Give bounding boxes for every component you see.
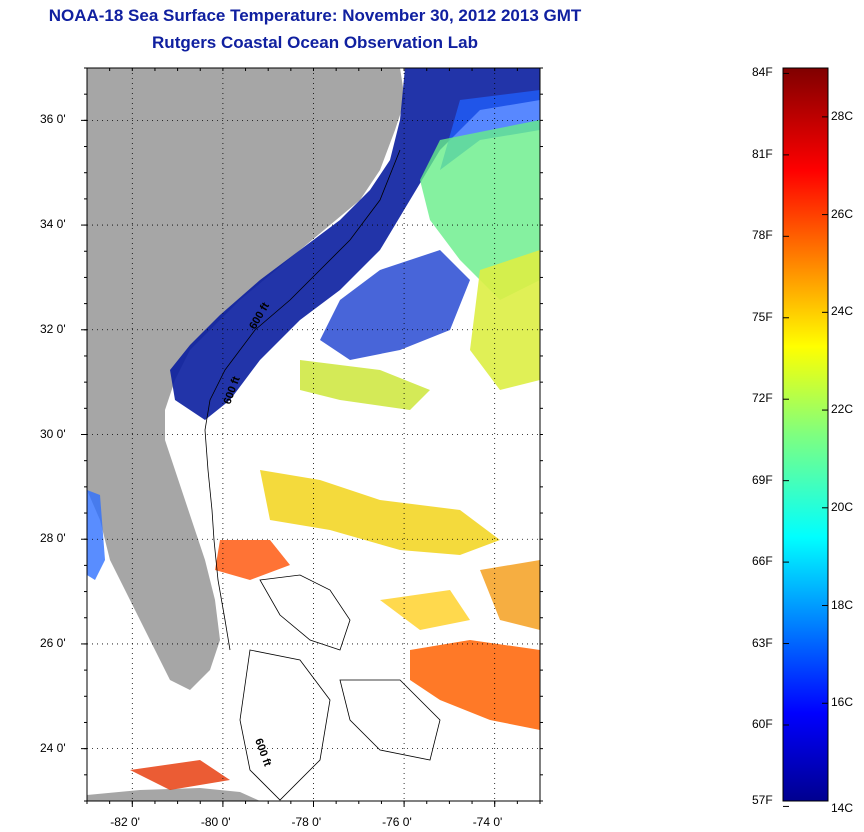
isobath-contour <box>259 574 351 651</box>
sst-warm-band <box>410 640 540 730</box>
lat-tick-label: 24 0' <box>40 740 66 755</box>
lon-tick-label: -82 0' <box>110 815 140 829</box>
sst-cold-band <box>170 68 540 420</box>
lat-tick-label: 30 0' <box>40 426 66 441</box>
colorbar-fahrenheit-label: 72F <box>752 391 773 406</box>
colorbar-fahrenheit-label: 78F <box>752 228 773 243</box>
lon-tick-label: -74 0' <box>472 815 503 829</box>
isobath-contour <box>239 649 331 801</box>
lon-tick-label: -78 0' <box>291 815 322 829</box>
colorbar-celsius-label: 26C <box>831 206 854 221</box>
lat-tick-label: 28 0' <box>40 531 66 546</box>
isobath-contour <box>204 149 401 651</box>
colorbar-celsius-label: 28C <box>831 108 854 123</box>
lat-tick-label: 26 0' <box>40 635 66 650</box>
colorbar-fahrenheit-label: 57F <box>752 793 773 807</box>
lat-tick-label: 36 0' <box>40 112 66 127</box>
colorbar-celsius-label: 22C <box>831 402 854 417</box>
colorbar-fahrenheit-label: 84F <box>752 65 773 80</box>
sst-warm-band <box>87 490 105 580</box>
land-mass <box>87 68 405 690</box>
sst-warm-band <box>420 120 540 300</box>
lat-tick-label: 34 0' <box>40 217 66 232</box>
sst-warm-band <box>480 560 540 630</box>
colorbar-celsius-label: 14C <box>831 801 854 815</box>
colorbar-celsius-label: 20C <box>831 499 854 514</box>
sst-warm-band <box>260 470 500 555</box>
colorbar-fahrenheit-label: 81F <box>752 146 773 161</box>
colorbar-celsius-label: 18C <box>831 597 854 612</box>
colorbar-fahrenheit-label: 69F <box>752 472 773 487</box>
colorbar-fahrenheit-label: 75F <box>752 309 773 324</box>
land-mass <box>87 788 260 801</box>
lat-tick-label: 32 0' <box>40 321 66 336</box>
colorbar-celsius-label: 16C <box>831 695 854 710</box>
map-subtitle: Rutgers Coastal Ocean Observation Lab <box>152 33 478 52</box>
lon-tick-label: -80 0' <box>200 815 231 829</box>
isobath-contour <box>339 679 441 761</box>
colorbar-ticks <box>783 72 828 807</box>
colorbar <box>782 67 829 802</box>
sst-warm-band <box>380 590 470 630</box>
map-title: NOAA-18 Sea Surface Temperature: Novembe… <box>48 6 582 25</box>
sst-warm-band <box>130 760 230 790</box>
lon-tick-label: -76 0' <box>382 815 412 829</box>
map-frame <box>86 67 541 802</box>
sst-warm-band <box>215 540 290 580</box>
sst-warm-band <box>320 250 470 360</box>
colorbar-celsius-label: 24C <box>831 304 854 319</box>
colorbar-fahrenheit-label: 63F <box>752 635 773 650</box>
sst-warm-band <box>300 360 430 410</box>
colorbar-fahrenheit-label: 60F <box>752 716 773 731</box>
colorbar-fahrenheit-label: 66F <box>752 554 773 569</box>
sst-warm-band <box>470 250 540 390</box>
